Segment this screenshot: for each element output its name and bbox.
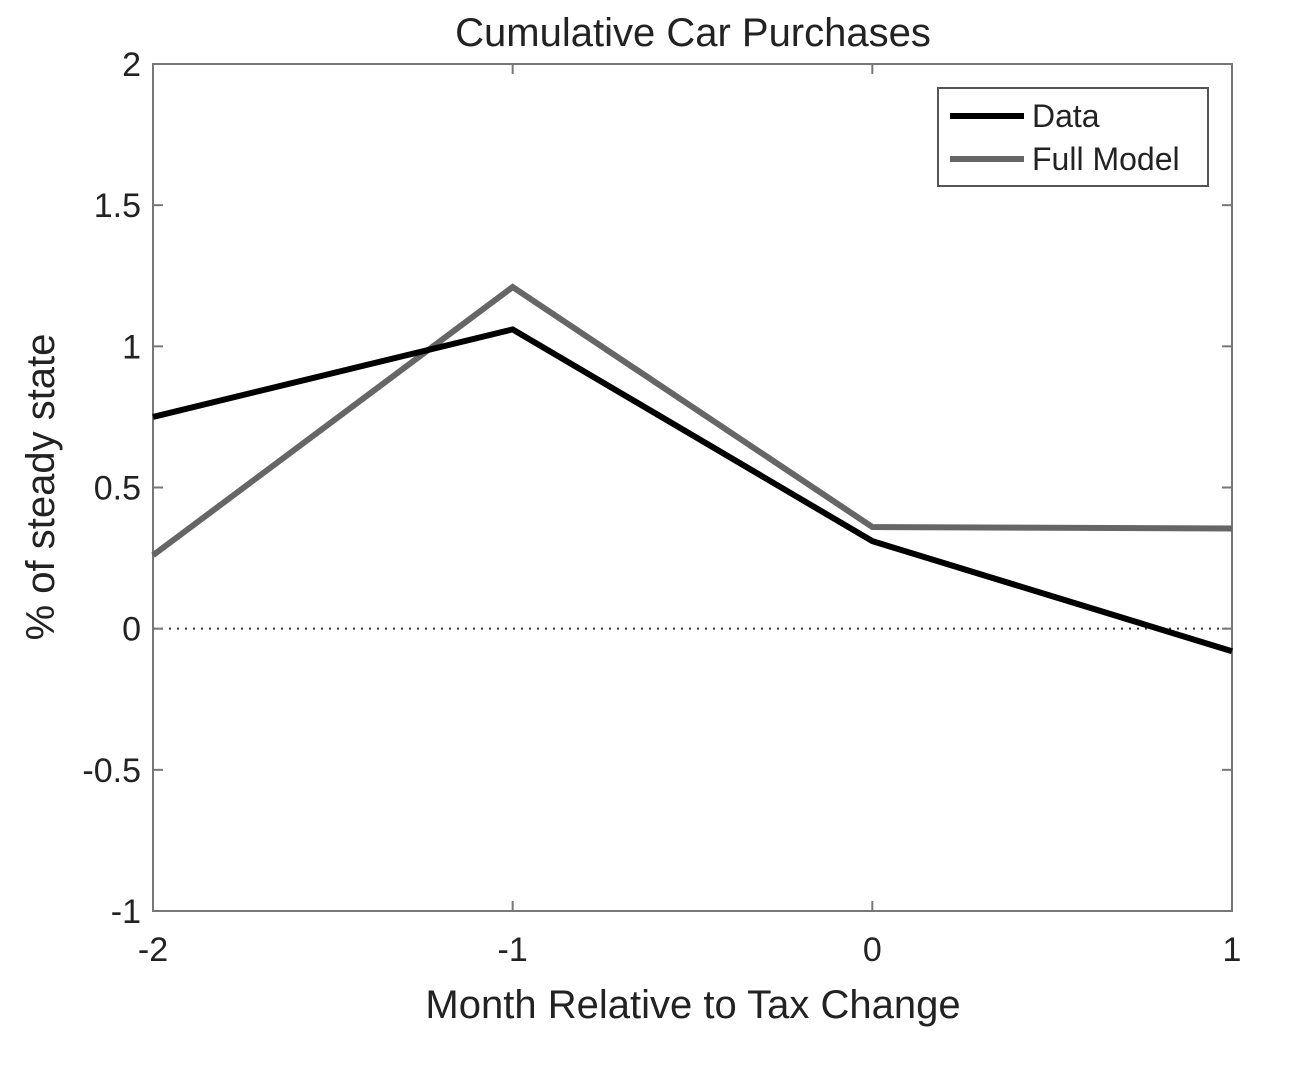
x-axis: -2 -1 0 1 <box>138 64 1242 969</box>
legend-label-full-model: Full Model <box>1032 141 1180 177</box>
plot-area <box>152 63 1233 912</box>
series-lines <box>151 283 1233 655</box>
y-tick-label: 1 <box>122 328 141 366</box>
y-tick-label: -0.5 <box>82 752 141 790</box>
legend-box <box>937 87 1209 187</box>
y-axis: -1 -0.5 0 0.5 1 1.5 2 <box>82 46 1232 931</box>
y-tick-label: 0 <box>122 611 141 649</box>
y-tick-label: 2 <box>122 46 141 84</box>
x-tick-label: -1 <box>498 931 528 969</box>
y-tick-label: 0.5 <box>94 470 141 508</box>
series-line-data <box>152 326 1233 655</box>
y-axis-label: % of steady state <box>19 334 63 641</box>
x-tick-label: 0 <box>863 931 882 969</box>
chart-title: Cumulative Car Purchases <box>455 11 931 55</box>
x-tick-label: -2 <box>138 931 168 969</box>
y-tick-label: 1.5 <box>94 187 141 225</box>
x-tick-label: 1 <box>1223 931 1242 969</box>
series-line-full-model <box>151 283 1233 558</box>
legend: Data Full Model <box>937 87 1209 187</box>
legend-label-data: Data <box>1032 98 1100 134</box>
x-axis-label: Month Relative to Tax Change <box>425 983 960 1027</box>
y-tick-label: -1 <box>111 893 141 931</box>
